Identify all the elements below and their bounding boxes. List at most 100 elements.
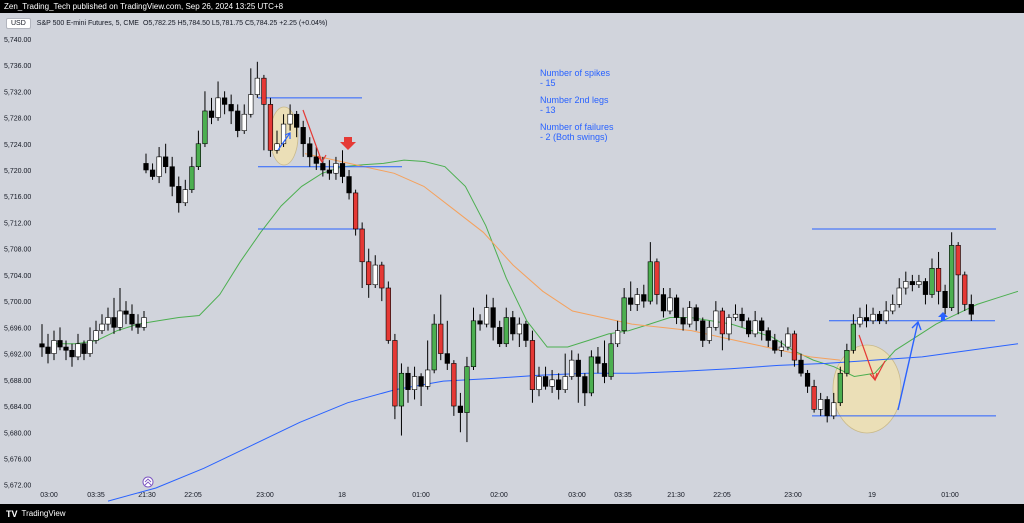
- candle-body: [890, 304, 896, 312]
- brand-name[interactable]: TradingView: [21, 509, 66, 518]
- x-tick-label: 02:00: [490, 492, 508, 499]
- y-tick-label: 5,688.00: [4, 378, 31, 385]
- candle-body: [713, 310, 719, 328]
- x-tick-label: 22:05: [184, 492, 202, 499]
- candle-body: [51, 340, 57, 354]
- candle-body: [411, 376, 418, 390]
- candle-body: [942, 290, 948, 308]
- candle-body: [261, 77, 267, 105]
- symbol-name[interactable]: S&P 500 E-mini Futures, 5, CME: [36, 19, 139, 27]
- candle-body: [287, 113, 293, 125]
- candle-body: [274, 143, 280, 151]
- y-tick-label: 5,728.00: [4, 116, 31, 123]
- candle-body: [464, 366, 470, 413]
- x-tick-label: 23:00: [256, 492, 274, 499]
- x-tick-label: 21:30: [667, 492, 685, 499]
- red-trend-arrow-top: [302, 109, 323, 163]
- candle-body: [536, 376, 542, 390]
- red-trend-arrow-bottom: [858, 334, 876, 381]
- candle-body: [39, 343, 45, 348]
- y-tick-label: 5,684.00: [4, 404, 31, 411]
- candle-body: [143, 163, 149, 171]
- candle-body: [483, 307, 490, 325]
- candle-body: [791, 333, 798, 361]
- candle-body: [457, 405, 464, 413]
- candle-body: [608, 343, 614, 377]
- candle-body: [673, 297, 680, 318]
- candle-body: [372, 264, 378, 286]
- publish-info-text: Zen_Trading_Tech published on TradingVie…: [4, 2, 284, 11]
- candle-body: [359, 228, 365, 263]
- ema-fast-line: [56, 159, 1019, 378]
- currency-badge[interactable]: USD: [6, 17, 31, 29]
- candle-body: [556, 379, 562, 390]
- notes-text: Number of spikes - 15 Number 2nd legs - …: [540, 68, 614, 142]
- blue-arrow-top: [277, 132, 291, 151]
- candle-body: [922, 281, 929, 295]
- candle-body: [339, 163, 346, 177]
- candle-body: [903, 281, 909, 289]
- candlestick-series: [39, 61, 974, 443]
- candle-body: [667, 297, 673, 312]
- candle-body: [772, 340, 778, 351]
- tradingview-logo-icon[interactable]: TV: [6, 508, 18, 519]
- candle-body: [523, 323, 529, 341]
- candle-body: [785, 333, 791, 348]
- candle-body: [497, 327, 503, 345]
- candle-body: [706, 327, 712, 341]
- candle-body: [398, 372, 405, 407]
- y-tick-label: 5,692.00: [4, 352, 31, 359]
- candle-body: [719, 310, 725, 335]
- candle-body: [490, 307, 496, 328]
- candle-body: [510, 317, 516, 335]
- candle-body: [562, 376, 568, 390]
- candle-body: [870, 313, 876, 322]
- candle-body: [307, 143, 313, 158]
- candle-body: [824, 399, 830, 417]
- x-tick-label: 03:35: [87, 492, 105, 499]
- y-tick-label: 5,724.00: [4, 142, 31, 149]
- candle-body: [595, 356, 601, 364]
- candle-body: [621, 297, 627, 331]
- candle-body: [254, 77, 260, 95]
- candle-body: [69, 349, 75, 358]
- y-tick-label: 5,740.00: [4, 37, 31, 44]
- candle-body: [326, 169, 333, 174]
- candle-body: [87, 340, 93, 354]
- time-axis[interactable]: 03:00 03:35 21:30 22:05 23:00 18 01:00 02:00 03:…: [40, 492, 959, 499]
- candle-body: [614, 330, 621, 345]
- x-tick-label: 01:00: [412, 492, 430, 499]
- candle-body: [745, 320, 752, 335]
- candle-body: [634, 294, 640, 305]
- x-tick-label: 03:00: [568, 492, 586, 499]
- candle-body: [241, 113, 247, 131]
- candle-body: [647, 261, 653, 302]
- candle-body: [418, 376, 424, 387]
- price-axis[interactable]: 5,740.00 5,736.00 5,732.00 5,728.00 5,724.00…: [4, 37, 31, 490]
- note-second-legs-value: - 13: [540, 105, 556, 115]
- x-tick-label: 01:00: [941, 492, 959, 499]
- candle-body: [732, 313, 739, 318]
- price-chart[interactable]: 5,740.00 5,736.00 5,732.00 5,728.00 5,724.00…: [0, 13, 1024, 504]
- candle-body: [267, 104, 274, 151]
- candle-body: [883, 310, 889, 322]
- candle-body: [346, 176, 352, 194]
- red-down-arrow-icon: [340, 137, 356, 150]
- candle-body: [837, 372, 843, 404]
- candle-body: [529, 340, 536, 390]
- candle-body: [405, 372, 411, 390]
- candle-body: [195, 143, 202, 168]
- candle-body: [752, 320, 758, 335]
- candle-body: [516, 323, 522, 335]
- candle-body: [176, 186, 182, 204]
- candle-body: [569, 359, 575, 377]
- candle-body: [798, 359, 804, 374]
- blue-arrowhead-top: [284, 132, 291, 139]
- candle-body: [575, 359, 581, 377]
- candle-body: [680, 317, 686, 325]
- highlight-zone-bottom: [832, 344, 902, 434]
- candle-body: [215, 97, 221, 118]
- candle-body: [93, 330, 99, 341]
- candle-body: [628, 297, 634, 305]
- candle-body: [379, 264, 385, 289]
